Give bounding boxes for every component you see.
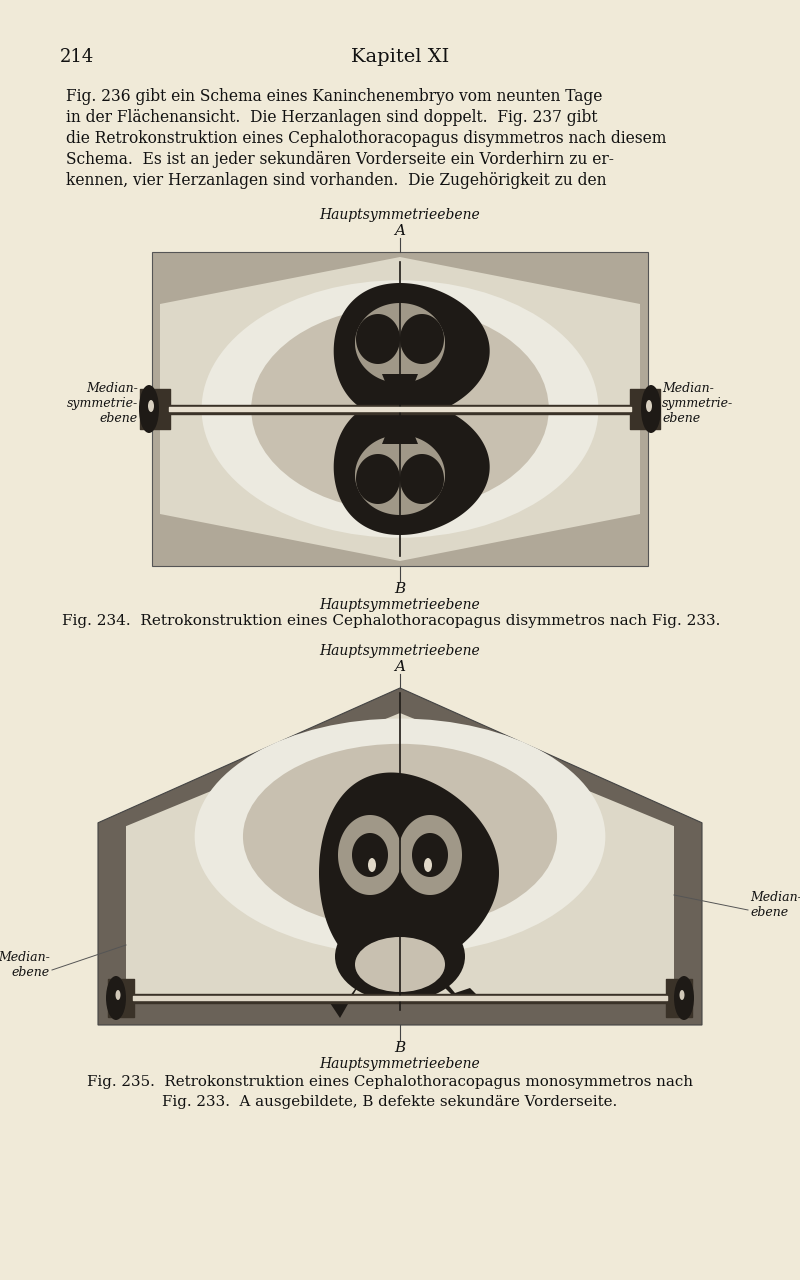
Ellipse shape — [424, 858, 432, 872]
Ellipse shape — [335, 911, 465, 1001]
Polygon shape — [338, 815, 402, 895]
Ellipse shape — [139, 385, 159, 433]
Text: Median-
symmetrie-
ebene: Median- symmetrie- ebene — [662, 381, 734, 425]
Ellipse shape — [148, 399, 154, 412]
Ellipse shape — [368, 858, 376, 872]
Polygon shape — [126, 713, 674, 1004]
Ellipse shape — [679, 989, 685, 1000]
Ellipse shape — [355, 937, 445, 992]
Ellipse shape — [202, 280, 598, 538]
Text: Median-
symmetrie-
ebene: Median- symmetrie- ebene — [66, 381, 138, 425]
Ellipse shape — [251, 307, 549, 511]
Text: Schema.  Es ist an jeder sekundären Vorderseite ein Vorderhirn zu er-: Schema. Es ist an jeder sekundären Vorde… — [66, 151, 614, 168]
Ellipse shape — [641, 385, 661, 433]
Polygon shape — [355, 435, 445, 515]
Ellipse shape — [243, 744, 557, 929]
Polygon shape — [334, 399, 490, 535]
Text: Hauptsymmetrieebene: Hauptsymmetrieebene — [320, 598, 480, 612]
Polygon shape — [355, 303, 445, 383]
Text: A: A — [394, 224, 406, 238]
Bar — [152, 252, 648, 566]
Text: Median-
ebene: Median- ebene — [0, 951, 50, 979]
Ellipse shape — [646, 399, 652, 412]
Text: in der Flächenansicht.  Die Herzanlagen sind doppelt.  Fig. 237 gibt: in der Flächenansicht. Die Herzanlagen s… — [66, 109, 598, 125]
Polygon shape — [356, 314, 400, 364]
Polygon shape — [398, 815, 462, 895]
Polygon shape — [98, 689, 702, 1025]
Polygon shape — [352, 833, 388, 877]
Polygon shape — [330, 933, 405, 1018]
Ellipse shape — [194, 718, 606, 955]
Ellipse shape — [106, 975, 126, 1020]
Text: B: B — [394, 1041, 406, 1055]
Text: Fig. 235.  Retrokonstruktion eines Cephalothoracopagus monosymmetros nach: Fig. 235. Retrokonstruktion eines Cephal… — [87, 1075, 693, 1089]
Text: die Retrokonstruktion eines Cephalothoracopagus disymmetros nach diesem: die Retrokonstruktion eines Cephalothora… — [66, 131, 666, 147]
Text: A: A — [394, 660, 406, 675]
Text: Median-
ebene: Median- ebene — [750, 891, 800, 919]
Polygon shape — [400, 454, 444, 504]
Polygon shape — [319, 773, 499, 974]
Text: Hauptsymmetrieebene: Hauptsymmetrieebene — [320, 207, 480, 221]
Polygon shape — [356, 454, 400, 504]
Polygon shape — [412, 833, 448, 877]
Text: Hauptsymmetrieebene: Hauptsymmetrieebene — [320, 644, 480, 658]
Text: Fig. 236 gibt ein Schema eines Kaninchenembryo vom neunten Tage: Fig. 236 gibt ein Schema eines Kaninchen… — [66, 88, 602, 105]
Ellipse shape — [674, 975, 694, 1020]
Polygon shape — [160, 257, 640, 561]
Polygon shape — [382, 374, 418, 444]
Text: Hauptsymmetrieebene: Hauptsymmetrieebene — [320, 1057, 480, 1071]
Text: B: B — [394, 582, 406, 596]
Text: 214: 214 — [60, 47, 94, 67]
Polygon shape — [400, 314, 444, 364]
Text: Fig. 233.  A ausgebildete, B defekte sekundäre Vorderseite.: Fig. 233. A ausgebildete, B defekte seku… — [162, 1094, 618, 1108]
Text: kennen, vier Herzanlagen sind vorhanden.  Die Zugehörigkeit zu den: kennen, vier Herzanlagen sind vorhanden.… — [66, 172, 606, 189]
Text: Kapitel XI: Kapitel XI — [351, 47, 449, 67]
Polygon shape — [395, 933, 485, 1004]
Polygon shape — [334, 283, 490, 419]
Text: Fig. 234.  Retrokonstruktion eines Cephalothoracopagus disymmetros nach Fig. 233: Fig. 234. Retrokonstruktion eines Cephal… — [62, 614, 720, 628]
Ellipse shape — [115, 989, 121, 1000]
Ellipse shape — [385, 398, 415, 420]
